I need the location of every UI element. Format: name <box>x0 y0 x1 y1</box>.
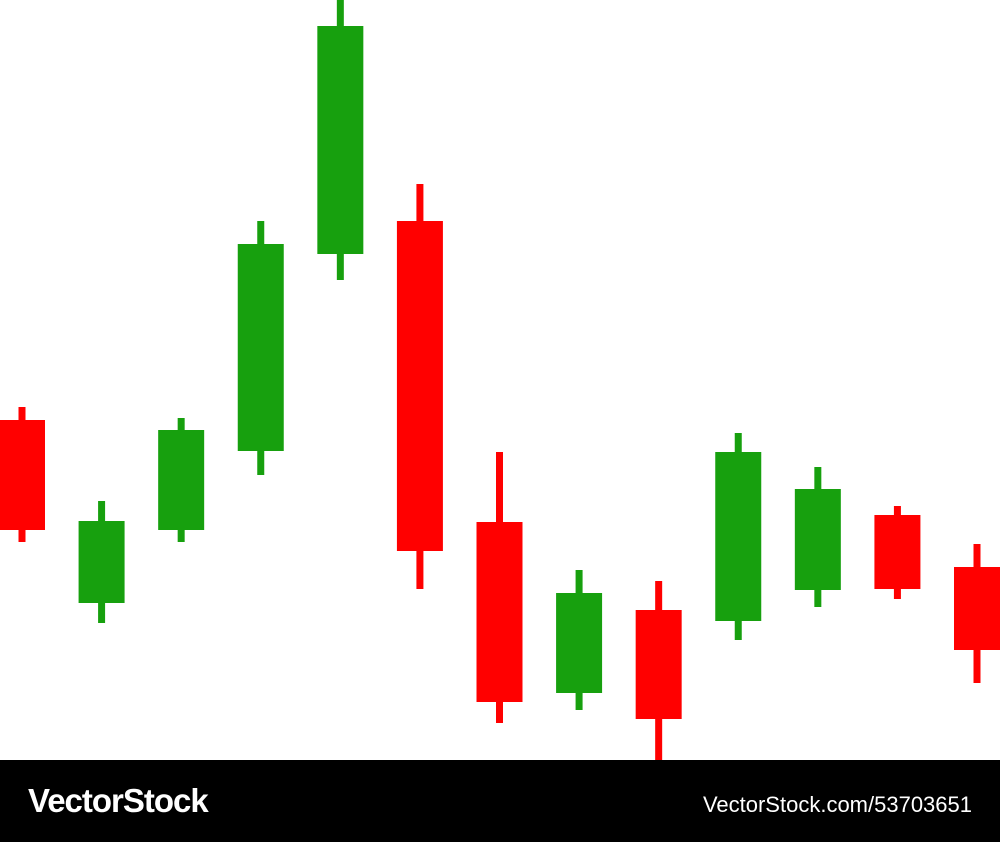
candle-body <box>476 522 523 702</box>
candle-body <box>0 420 45 530</box>
candle-body <box>78 521 125 603</box>
plot-area <box>0 0 1000 760</box>
candle-body <box>317 26 364 254</box>
candle-body <box>874 515 921 589</box>
footer-url: VectorStock.com/53703651 <box>703 792 972 817</box>
candle-body <box>237 244 284 451</box>
candle-body <box>635 610 682 719</box>
candle-body <box>396 221 443 551</box>
footer-brand: VectorStock <box>28 782 209 819</box>
footer-bar <box>0 760 1000 842</box>
candle-body <box>715 452 762 621</box>
candle-body <box>794 489 841 590</box>
candle-body <box>954 567 1000 650</box>
candle-body <box>158 430 205 530</box>
candle-body <box>556 593 603 693</box>
